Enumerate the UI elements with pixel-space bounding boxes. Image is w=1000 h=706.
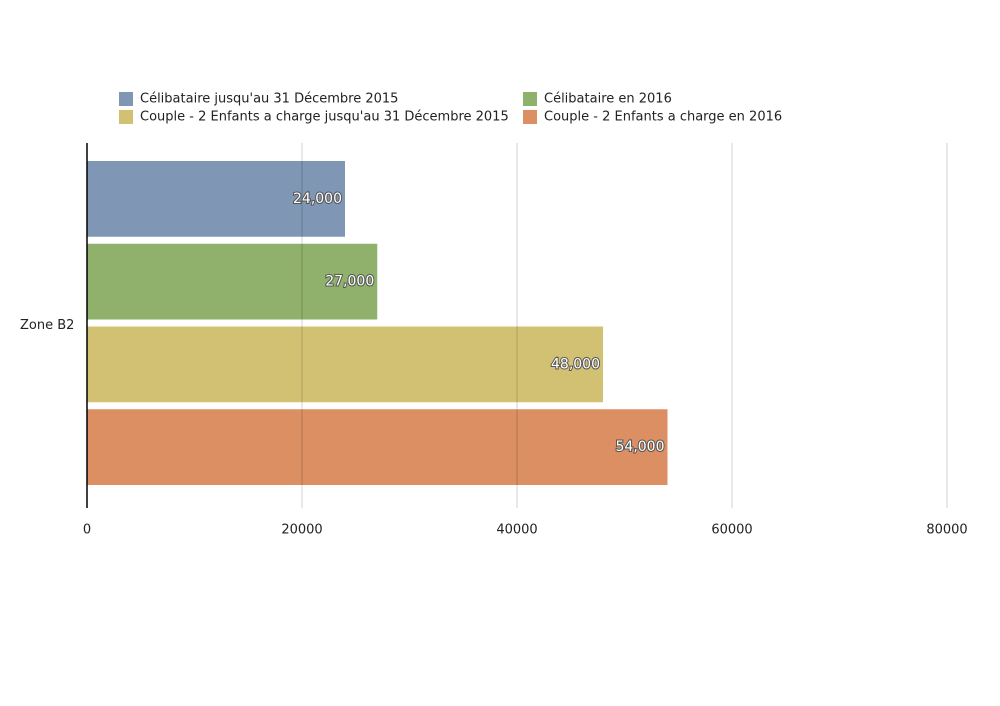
x-tick-label: 80000 [926,523,967,538]
legend-swatch [523,92,537,106]
value-label: 27,000 [325,274,374,290]
x-tick-label: 60000 [711,523,752,538]
y-tick-label: Zone B2 [20,318,74,333]
bar [87,161,345,237]
value-label: 24,000 [293,191,342,207]
legend-label: Célibataire jusqu'au 31 Décembre 2015 [140,92,398,107]
bar [87,243,378,320]
legend-label: Célibataire en 2016 [544,92,672,107]
legend-swatch [119,110,133,124]
x-tick-label: 0 [83,523,91,538]
legend-label: Couple - 2 Enfants a charge en 2016 [544,110,782,125]
legend-swatch [523,110,537,124]
bar [87,409,668,485]
x-tick-label: 40000 [496,523,537,538]
legend-label: Couple - 2 Enfants a charge jusqu'au 31 … [140,110,509,125]
value-label: 54,000 [616,439,665,455]
x-tick-label: 20000 [281,523,322,538]
value-label: 48,000 [551,356,600,372]
bar [87,326,603,403]
legend-swatch [119,92,133,106]
